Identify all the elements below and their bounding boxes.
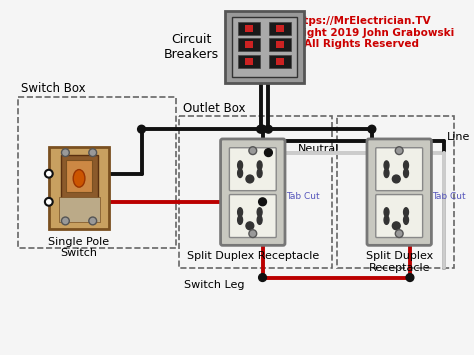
Circle shape (45, 170, 53, 178)
Text: Circuit
Breakers: Circuit Breakers (164, 33, 219, 61)
Bar (245, 58, 253, 65)
Text: Single Pole
Switch: Single Pole Switch (48, 236, 109, 258)
Text: Switch Leg: Switch Leg (184, 280, 245, 290)
FancyBboxPatch shape (49, 147, 109, 229)
Circle shape (246, 175, 254, 183)
FancyBboxPatch shape (232, 17, 297, 77)
Bar (269, 22, 291, 34)
Bar (61, 154, 98, 197)
FancyBboxPatch shape (367, 139, 431, 245)
Bar (238, 38, 260, 51)
FancyBboxPatch shape (229, 148, 276, 191)
Bar (276, 25, 284, 32)
Circle shape (62, 149, 69, 157)
Circle shape (259, 125, 266, 133)
Circle shape (406, 274, 414, 282)
Bar (238, 22, 260, 34)
Circle shape (62, 217, 69, 225)
Circle shape (264, 125, 273, 133)
Text: Line: Line (447, 132, 470, 142)
FancyBboxPatch shape (376, 148, 423, 191)
Circle shape (368, 125, 376, 133)
Bar (276, 41, 284, 48)
Circle shape (259, 274, 266, 282)
Circle shape (249, 147, 257, 154)
Ellipse shape (237, 208, 243, 217)
Circle shape (395, 147, 403, 154)
Circle shape (89, 217, 97, 225)
Ellipse shape (257, 208, 262, 217)
Text: Tab Cut: Tab Cut (286, 192, 319, 201)
Ellipse shape (237, 161, 243, 170)
Ellipse shape (384, 215, 389, 224)
Bar (245, 25, 253, 32)
Circle shape (249, 230, 257, 237)
Ellipse shape (237, 215, 243, 224)
Bar (18, 97, 176, 248)
Bar (276, 58, 284, 65)
Circle shape (395, 230, 403, 237)
Text: Split Duplex Receptacle: Split Duplex Receptacle (187, 251, 319, 261)
FancyBboxPatch shape (220, 139, 285, 245)
Circle shape (89, 149, 97, 157)
Bar (179, 116, 332, 268)
Ellipse shape (403, 215, 409, 224)
Bar (269, 55, 291, 68)
Text: Split Duplex
Receptacle: Split Duplex Receptacle (365, 251, 433, 273)
Ellipse shape (384, 161, 389, 170)
Text: Switch Box: Switch Box (21, 82, 86, 95)
Ellipse shape (257, 169, 262, 178)
Bar (337, 116, 454, 268)
Bar (245, 41, 253, 48)
FancyBboxPatch shape (226, 11, 303, 83)
Circle shape (264, 149, 273, 157)
Ellipse shape (384, 169, 389, 178)
Text: Tab Cut: Tab Cut (432, 192, 466, 201)
Circle shape (45, 198, 53, 206)
Bar (269, 38, 291, 51)
Ellipse shape (403, 169, 409, 178)
Ellipse shape (257, 215, 262, 224)
Ellipse shape (73, 170, 85, 187)
Circle shape (246, 222, 254, 230)
Ellipse shape (403, 208, 409, 217)
FancyBboxPatch shape (229, 195, 276, 237)
Circle shape (259, 198, 266, 206)
Ellipse shape (257, 161, 262, 170)
Circle shape (392, 175, 400, 183)
Circle shape (257, 125, 264, 133)
Bar (66, 160, 92, 192)
Circle shape (392, 222, 400, 230)
FancyBboxPatch shape (376, 195, 423, 237)
Ellipse shape (384, 208, 389, 217)
Ellipse shape (237, 169, 243, 178)
Bar (59, 197, 100, 222)
Circle shape (137, 125, 146, 133)
Bar (238, 55, 260, 68)
Text: Outlet Box: Outlet Box (182, 102, 245, 115)
Text: Neutral: Neutral (298, 144, 339, 154)
Text: https://MrElectrician.TV
Copyright 2019 John Grabowski
All Rights Reserved: https://MrElectrician.TV Copyright 2019 … (268, 16, 454, 49)
Ellipse shape (403, 161, 409, 170)
